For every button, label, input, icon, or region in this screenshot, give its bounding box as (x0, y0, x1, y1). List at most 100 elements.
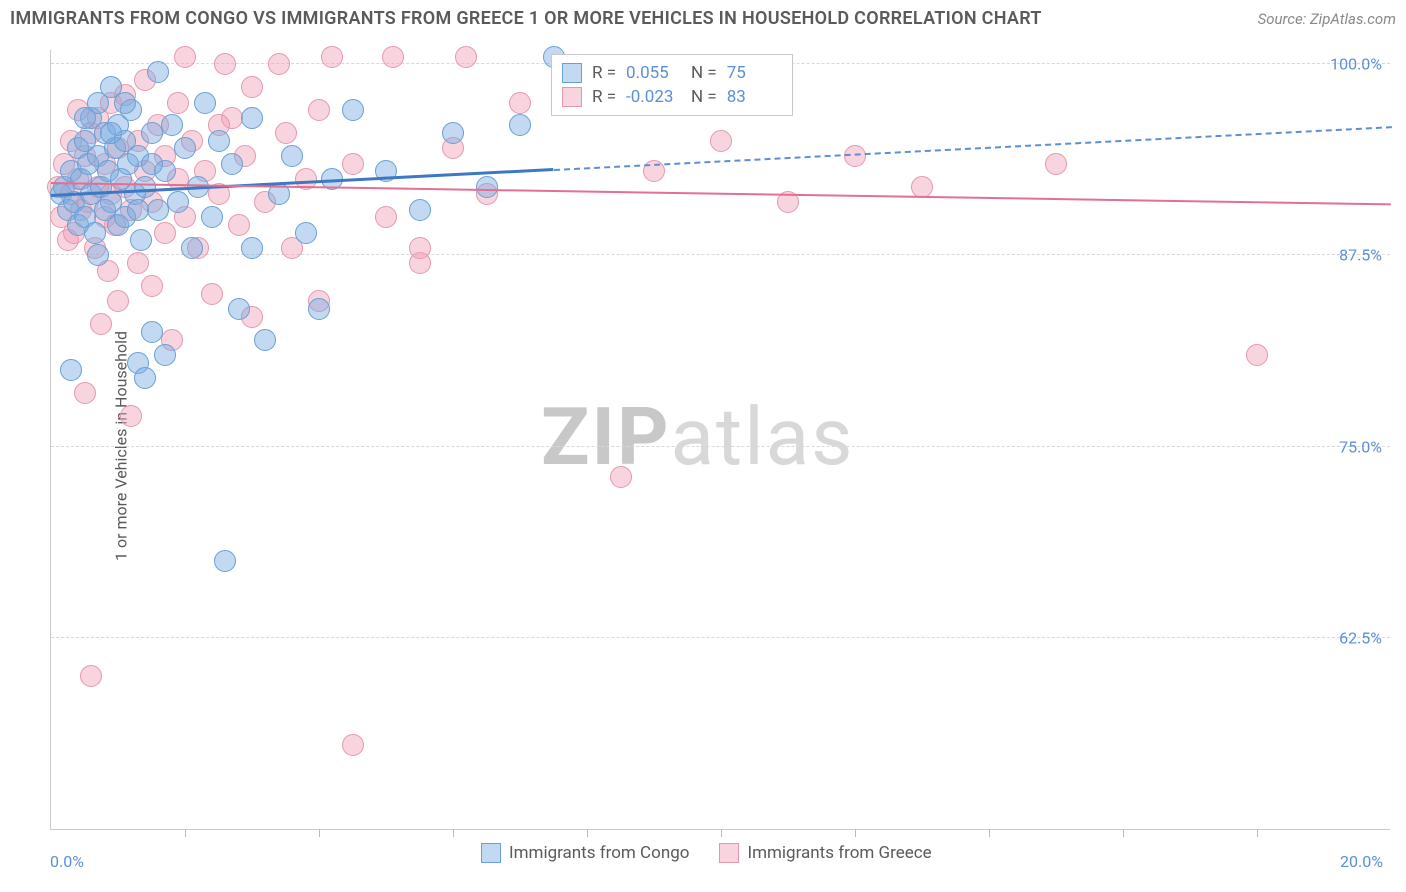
scatter-point-greece (710, 130, 732, 152)
scatter-plot-area: ZIPatlas 100.0%87.5%75.0%62.5% R =0.055N… (50, 50, 1390, 830)
x-tick (319, 829, 320, 837)
n-value: 83 (727, 87, 782, 107)
scatter-point-greece (1045, 153, 1067, 175)
scatter-point-congo (130, 229, 152, 251)
y-tick-label: 87.5% (1339, 246, 1382, 265)
r-value: -0.023 (626, 87, 681, 107)
scatter-point-greece (308, 99, 330, 121)
scatter-point-congo (74, 107, 96, 129)
scatter-point-congo (194, 92, 216, 114)
scatter-point-greece (268, 53, 290, 75)
scatter-point-congo (167, 191, 189, 213)
scatter-point-congo (409, 199, 431, 221)
chart-title: IMMIGRANTS FROM CONGO VS IMMIGRANTS FROM… (10, 8, 1042, 29)
scatter-point-greece (409, 237, 431, 259)
scatter-point-congo (201, 206, 223, 228)
scatter-point-greece (90, 313, 112, 335)
n-label: N = (691, 87, 717, 107)
scatter-point-greece (174, 46, 196, 68)
r-label: R = (592, 63, 616, 83)
series-legend-label: Immigrants from Congo (509, 843, 689, 863)
stats-legend-row: R = 0.055 N = 75 (562, 61, 782, 85)
scatter-point-greece (382, 46, 404, 68)
scatter-point-congo (281, 145, 303, 167)
scatter-point-congo (254, 329, 276, 351)
scatter-point-congo (127, 199, 149, 221)
scatter-point-congo (84, 222, 106, 244)
scatter-point-greece (201, 283, 223, 305)
source-attribution: Source: ZipAtlas.com (1258, 10, 1396, 28)
scatter-point-congo (147, 199, 169, 221)
scatter-point-congo (476, 176, 498, 198)
scatter-point-greece (74, 382, 96, 404)
scatter-point-greece (342, 153, 364, 175)
scatter-point-congo (60, 359, 82, 381)
scatter-point-greece (141, 275, 163, 297)
scatter-point-greece (342, 734, 364, 756)
scatter-point-congo (114, 92, 136, 114)
scatter-point-greece (241, 76, 263, 98)
scatter-point-congo (134, 367, 156, 389)
scatter-point-congo (214, 550, 236, 572)
series-legend-item: Immigrants from Greece (719, 843, 931, 863)
y-tick-label: 100.0% (1330, 55, 1382, 74)
scatter-point-congo (174, 137, 196, 159)
scatter-point-congo (161, 114, 183, 136)
scatter-point-congo (295, 222, 317, 244)
series-legend-item: Immigrants from Congo (481, 843, 689, 863)
series-legend-label: Immigrants from Greece (747, 843, 931, 863)
stats-legend: R = 0.055 N = 75R = -0.023 N = 83 (551, 54, 793, 116)
scatter-point-congo (342, 99, 364, 121)
scatter-point-greece (911, 176, 933, 198)
scatter-point-congo (228, 298, 250, 320)
scatter-point-congo (181, 237, 203, 259)
scatter-point-greece (107, 290, 129, 312)
scatter-point-greece (321, 46, 343, 68)
x-tick (1123, 829, 1124, 837)
gridline (51, 637, 1390, 638)
x-tick (989, 829, 990, 837)
legend-swatch (719, 843, 739, 863)
r-value: 0.055 (626, 63, 681, 83)
scatter-point-greece (455, 46, 477, 68)
scatter-point-greece (1246, 344, 1268, 366)
x-tick (453, 829, 454, 837)
scatter-point-congo (241, 237, 263, 259)
scatter-point-greece (127, 252, 149, 274)
n-value: 75 (727, 63, 782, 83)
y-tick-label: 62.5% (1339, 628, 1382, 647)
scatter-point-greece (120, 405, 142, 427)
watermark-rest: atlas (671, 390, 855, 484)
trend-line-b (51, 182, 1391, 205)
x-tick (721, 829, 722, 837)
scatter-point-congo (100, 122, 122, 144)
scatter-point-greece (167, 92, 189, 114)
scatter-point-congo (241, 107, 263, 129)
scatter-point-congo (147, 61, 169, 83)
scatter-point-congo (154, 344, 176, 366)
scatter-point-congo (208, 130, 230, 152)
scatter-point-congo (308, 298, 330, 320)
scatter-point-greece (228, 214, 250, 236)
x-tick (855, 829, 856, 837)
scatter-point-greece (80, 665, 102, 687)
scatter-point-greece (375, 206, 397, 228)
scatter-point-greece (610, 466, 632, 488)
n-label: N = (691, 63, 717, 83)
scatter-point-greece (509, 92, 531, 114)
x-tick (1257, 829, 1258, 837)
trend-line-a (553, 127, 1391, 172)
stats-legend-row: R =-0.023N =83 (562, 85, 782, 109)
scatter-point-greece (154, 222, 176, 244)
scatter-point-congo (442, 122, 464, 144)
scatter-point-congo (141, 122, 163, 144)
series-legend: Immigrants from Congo Immigrants from Gre… (481, 843, 932, 863)
scatter-point-greece (214, 53, 236, 75)
scatter-point-congo (509, 114, 531, 136)
legend-swatch (562, 87, 582, 107)
x-tick-label: 0.0% (50, 852, 84, 871)
watermark-bold: ZIP (541, 390, 671, 484)
scatter-point-congo (87, 244, 109, 266)
scatter-point-greece (275, 122, 297, 144)
scatter-point-congo (134, 176, 156, 198)
